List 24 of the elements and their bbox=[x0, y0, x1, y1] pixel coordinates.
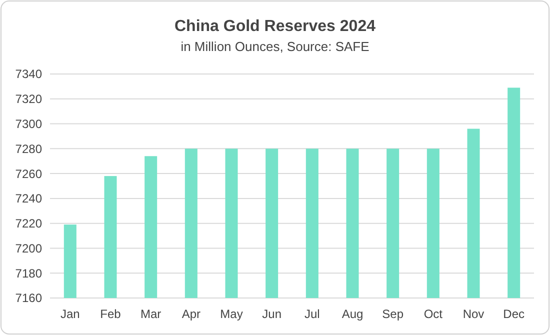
y-tick-label: 7280 bbox=[15, 142, 42, 156]
x-tick-label: Apr bbox=[182, 307, 201, 321]
chart-title: China Gold Reserves 2024 bbox=[174, 18, 376, 35]
x-tick-label: Mar bbox=[140, 307, 162, 321]
y-tick-label: 7320 bbox=[15, 92, 42, 106]
x-tick-label: Jun bbox=[262, 307, 282, 321]
y-tick-label: 7240 bbox=[15, 192, 42, 206]
x-tick-label: Jan bbox=[60, 307, 80, 321]
y-tick-label: 7340 bbox=[15, 67, 42, 82]
y-tick-label: 7300 bbox=[15, 116, 42, 131]
x-tick-label: Feb bbox=[100, 307, 122, 321]
x-tick-label: Oct bbox=[424, 307, 444, 321]
y-tick-label: 7200 bbox=[15, 241, 42, 256]
x-tick-label: Jul bbox=[304, 307, 320, 321]
x-tick-label: Aug bbox=[342, 307, 364, 321]
x-tick-label: Nov bbox=[462, 307, 484, 321]
x-tick-label: Sep bbox=[382, 307, 404, 321]
y-tick-label: 7260 bbox=[15, 166, 42, 181]
x-tick-label: May bbox=[220, 307, 243, 321]
chart-subtitle: in Million Ounces, Source: SAFE bbox=[180, 39, 370, 54]
y-tick-label: 7180 bbox=[15, 266, 42, 280]
y-tick-label: 7220 bbox=[15, 216, 42, 231]
x-tick-label: Dec bbox=[503, 307, 525, 321]
y-tick-label: 7160 bbox=[15, 291, 42, 306]
